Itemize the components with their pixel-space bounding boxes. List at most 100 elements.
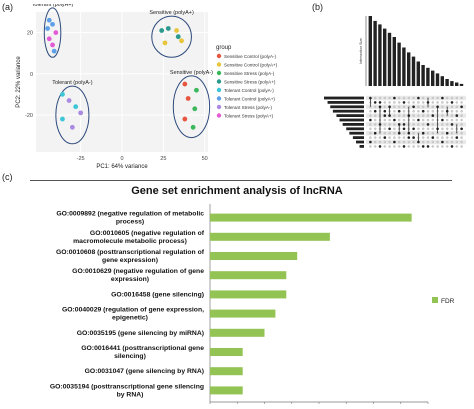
pca-legend-swatch: [216, 87, 222, 93]
upset-matrix-dot: [388, 136, 391, 139]
upset-matrix-dot: [402, 127, 406, 131]
enrichment-category-label: process): [116, 219, 144, 226]
pca-point: [50, 42, 55, 48]
upset-matrix-dot: [402, 118, 406, 122]
upset-matrix-dot: [421, 109, 425, 113]
pca-point: [69, 124, 75, 130]
upset-matrix-dot: [460, 118, 463, 122]
upset-matrix-dot: [388, 127, 391, 131]
pca-cluster-ellipse: [151, 15, 192, 58]
panel-label-c: (c): [2, 172, 13, 182]
upset-matrix-dot: [445, 96, 449, 100]
upset-matrix-dot: [441, 109, 444, 113]
upset-matrix-dot: [421, 131, 425, 135]
upset-matrix-dot: [397, 118, 401, 122]
upset-matrix-dot: [373, 105, 377, 109]
upset-matrix-dot: [450, 136, 454, 139]
pca-legend-swatch: [216, 62, 222, 67]
enrichment-category-label: GO:0035195 (gene silencing by miRNA): [77, 330, 204, 337]
pca-legend-entry: Sensitive Stress (polyA+): [224, 80, 276, 85]
upset-matrix-dot: [436, 96, 439, 100]
upset-matrix-dot: [455, 123, 459, 126]
enrichment-bar: [210, 348, 243, 356]
upset-matrix-dot: [393, 109, 396, 113]
pca-x-axis-label: PC1: 64% variance: [96, 164, 148, 170]
upset-matrix-dot: [441, 127, 444, 131]
enrichment-category-label: expression): [111, 276, 149, 283]
pca-point: [66, 98, 72, 103]
upset-matrix-dot: [412, 145, 415, 148]
upset-intersection-bar: [431, 70, 435, 86]
pca-point: [45, 26, 50, 31]
upset-matrix-dot: [460, 114, 463, 117]
upset-intersection-bar: [435, 73, 440, 86]
upset-matrix-dot: [460, 123, 463, 126]
upset-matrix-dot: [460, 145, 463, 148]
enrichment-legend-swatch: [432, 297, 438, 303]
upset-matrix-dot: [412, 105, 415, 109]
pca-legend-swatch: [216, 53, 222, 59]
pca-scatter-chart: -25 0 25 50 -20 0 20 PC1: 64% variance PC2: 22% …: [16, 4, 278, 170]
pca-legend-entry: Tolerant Control (polyA-): [224, 88, 274, 93]
pca-legend-entry: Tolerant Stress (polyA-): [224, 105, 272, 110]
upset-matrix-dot: [421, 123, 425, 126]
upset-matrix-dot: [441, 131, 444, 135]
pca-point: [73, 104, 79, 110]
upset-matrix-dot: [450, 101, 454, 104]
upset-matrix-dot: [393, 118, 396, 122]
upset-intersection-bar: [402, 47, 406, 86]
upset-matrix-dot: [455, 145, 459, 148]
pca-point: [174, 28, 179, 33]
upset-set-size-bar: [330, 105, 364, 109]
upset-matrix-dot: [412, 131, 415, 135]
upset-matrix-dot: [421, 105, 425, 109]
upset-matrix-dot: [412, 96, 415, 100]
pca-legend-swatch: [216, 96, 222, 101]
upset-set-size-bar: [324, 96, 364, 100]
upset-matrix-dot: [383, 101, 387, 104]
enrichment-bar: [210, 213, 412, 222]
upset-intersection-bar: [397, 42, 401, 86]
enrichment-category-label: epigenetic): [112, 315, 148, 322]
upset-matrix-dot: [412, 136, 415, 139]
upset-matrix-dot: [373, 96, 377, 100]
upset-matrix-dot: [388, 131, 391, 135]
section-divider: [30, 180, 452, 181]
upset-plot: Intersection Size: [324, 16, 466, 148]
upset-intersection-bar: [392, 37, 396, 86]
upset-set-size-bar: [327, 101, 364, 104]
upset-matrix-dot: [388, 145, 391, 148]
upset-intersection-bar: [387, 32, 392, 86]
upset-matrix-dot: [431, 145, 435, 148]
upset-matrix-dot: [383, 114, 387, 117]
upset-matrix-dot: [421, 140, 425, 144]
upset-matrix-dot: [441, 96, 444, 100]
upset-matrix-dot: [450, 123, 454, 126]
pca-legend-entry: Sensitive Stress (polyA-): [224, 71, 275, 76]
upset-matrix-dot: [455, 136, 459, 139]
upset-matrix-dot: [407, 140, 411, 144]
upset-matrix-dot: [378, 101, 382, 104]
upset-matrix-dot: [441, 145, 444, 148]
upset-intersection-bar: [378, 24, 382, 86]
upset-matrix-dot: [431, 105, 435, 109]
enrichment-bar: [210, 252, 298, 260]
upset-set-size-bar: [342, 123, 364, 126]
upset-matrix-dot: [412, 114, 415, 117]
upset-matrix-dot: [431, 123, 435, 126]
upset-set-size-bar: [356, 140, 364, 144]
upset-matrix-row-bg: [366, 104, 466, 109]
upset-matrix-dot: [417, 118, 420, 122]
pca-point: [60, 116, 65, 122]
upset-matrix-dot: [412, 123, 415, 126]
upset-matrix-dot: [421, 96, 425, 100]
pca-point: [185, 96, 191, 101]
upset-matrix-dot: [373, 101, 377, 104]
upset-matrix-dot: [373, 140, 377, 144]
upset-matrix-dot: [417, 123, 420, 126]
upset-matrix-dot: [431, 96, 435, 100]
upset-matrix-dot: [369, 114, 372, 117]
upset-matrix-dot: [455, 114, 459, 117]
upset-matrix-dot: [426, 131, 430, 135]
upset-matrix-dot: [460, 105, 463, 109]
